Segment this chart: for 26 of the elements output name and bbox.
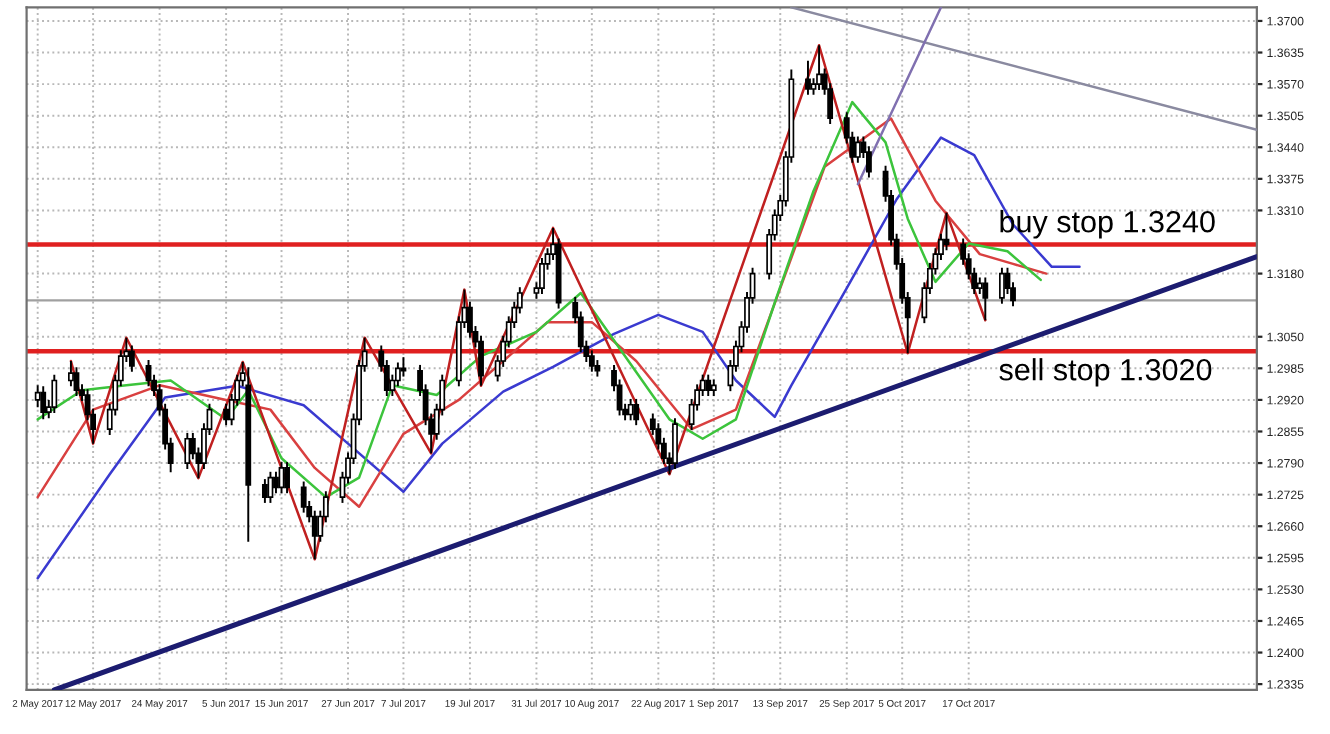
- candlestick: [40, 385, 47, 421]
- candlestick: [866, 145, 872, 179]
- candlestick: [400, 356, 407, 378]
- candlestick: [284, 461, 290, 495]
- candlestick: [672, 417, 678, 470]
- candlestick: [816, 44, 822, 91]
- candlestick: [261, 478, 268, 504]
- ref-line-label: sell stop 1.3020: [999, 358, 1212, 387]
- candlestick: [633, 397, 640, 427]
- candlestick: [300, 480, 307, 514]
- candlestick: [982, 276, 989, 322]
- candlestick: [805, 59, 811, 96]
- candlestick: [51, 373, 58, 414]
- candlestick: [184, 431, 191, 470]
- candlestick: [128, 344, 135, 373]
- candlestick: [223, 402, 230, 427]
- candlestick: [999, 266, 1005, 305]
- candlestick: [68, 360, 74, 388]
- candlestick: [394, 361, 401, 388]
- candlestick: [588, 349, 595, 373]
- candlestick: [478, 334, 484, 387]
- candlestick: [73, 366, 80, 397]
- line-series: [69, 43, 987, 561]
- candlestick: [854, 135, 861, 164]
- candlestick: [705, 373, 712, 397]
- candlestick: [273, 470, 279, 495]
